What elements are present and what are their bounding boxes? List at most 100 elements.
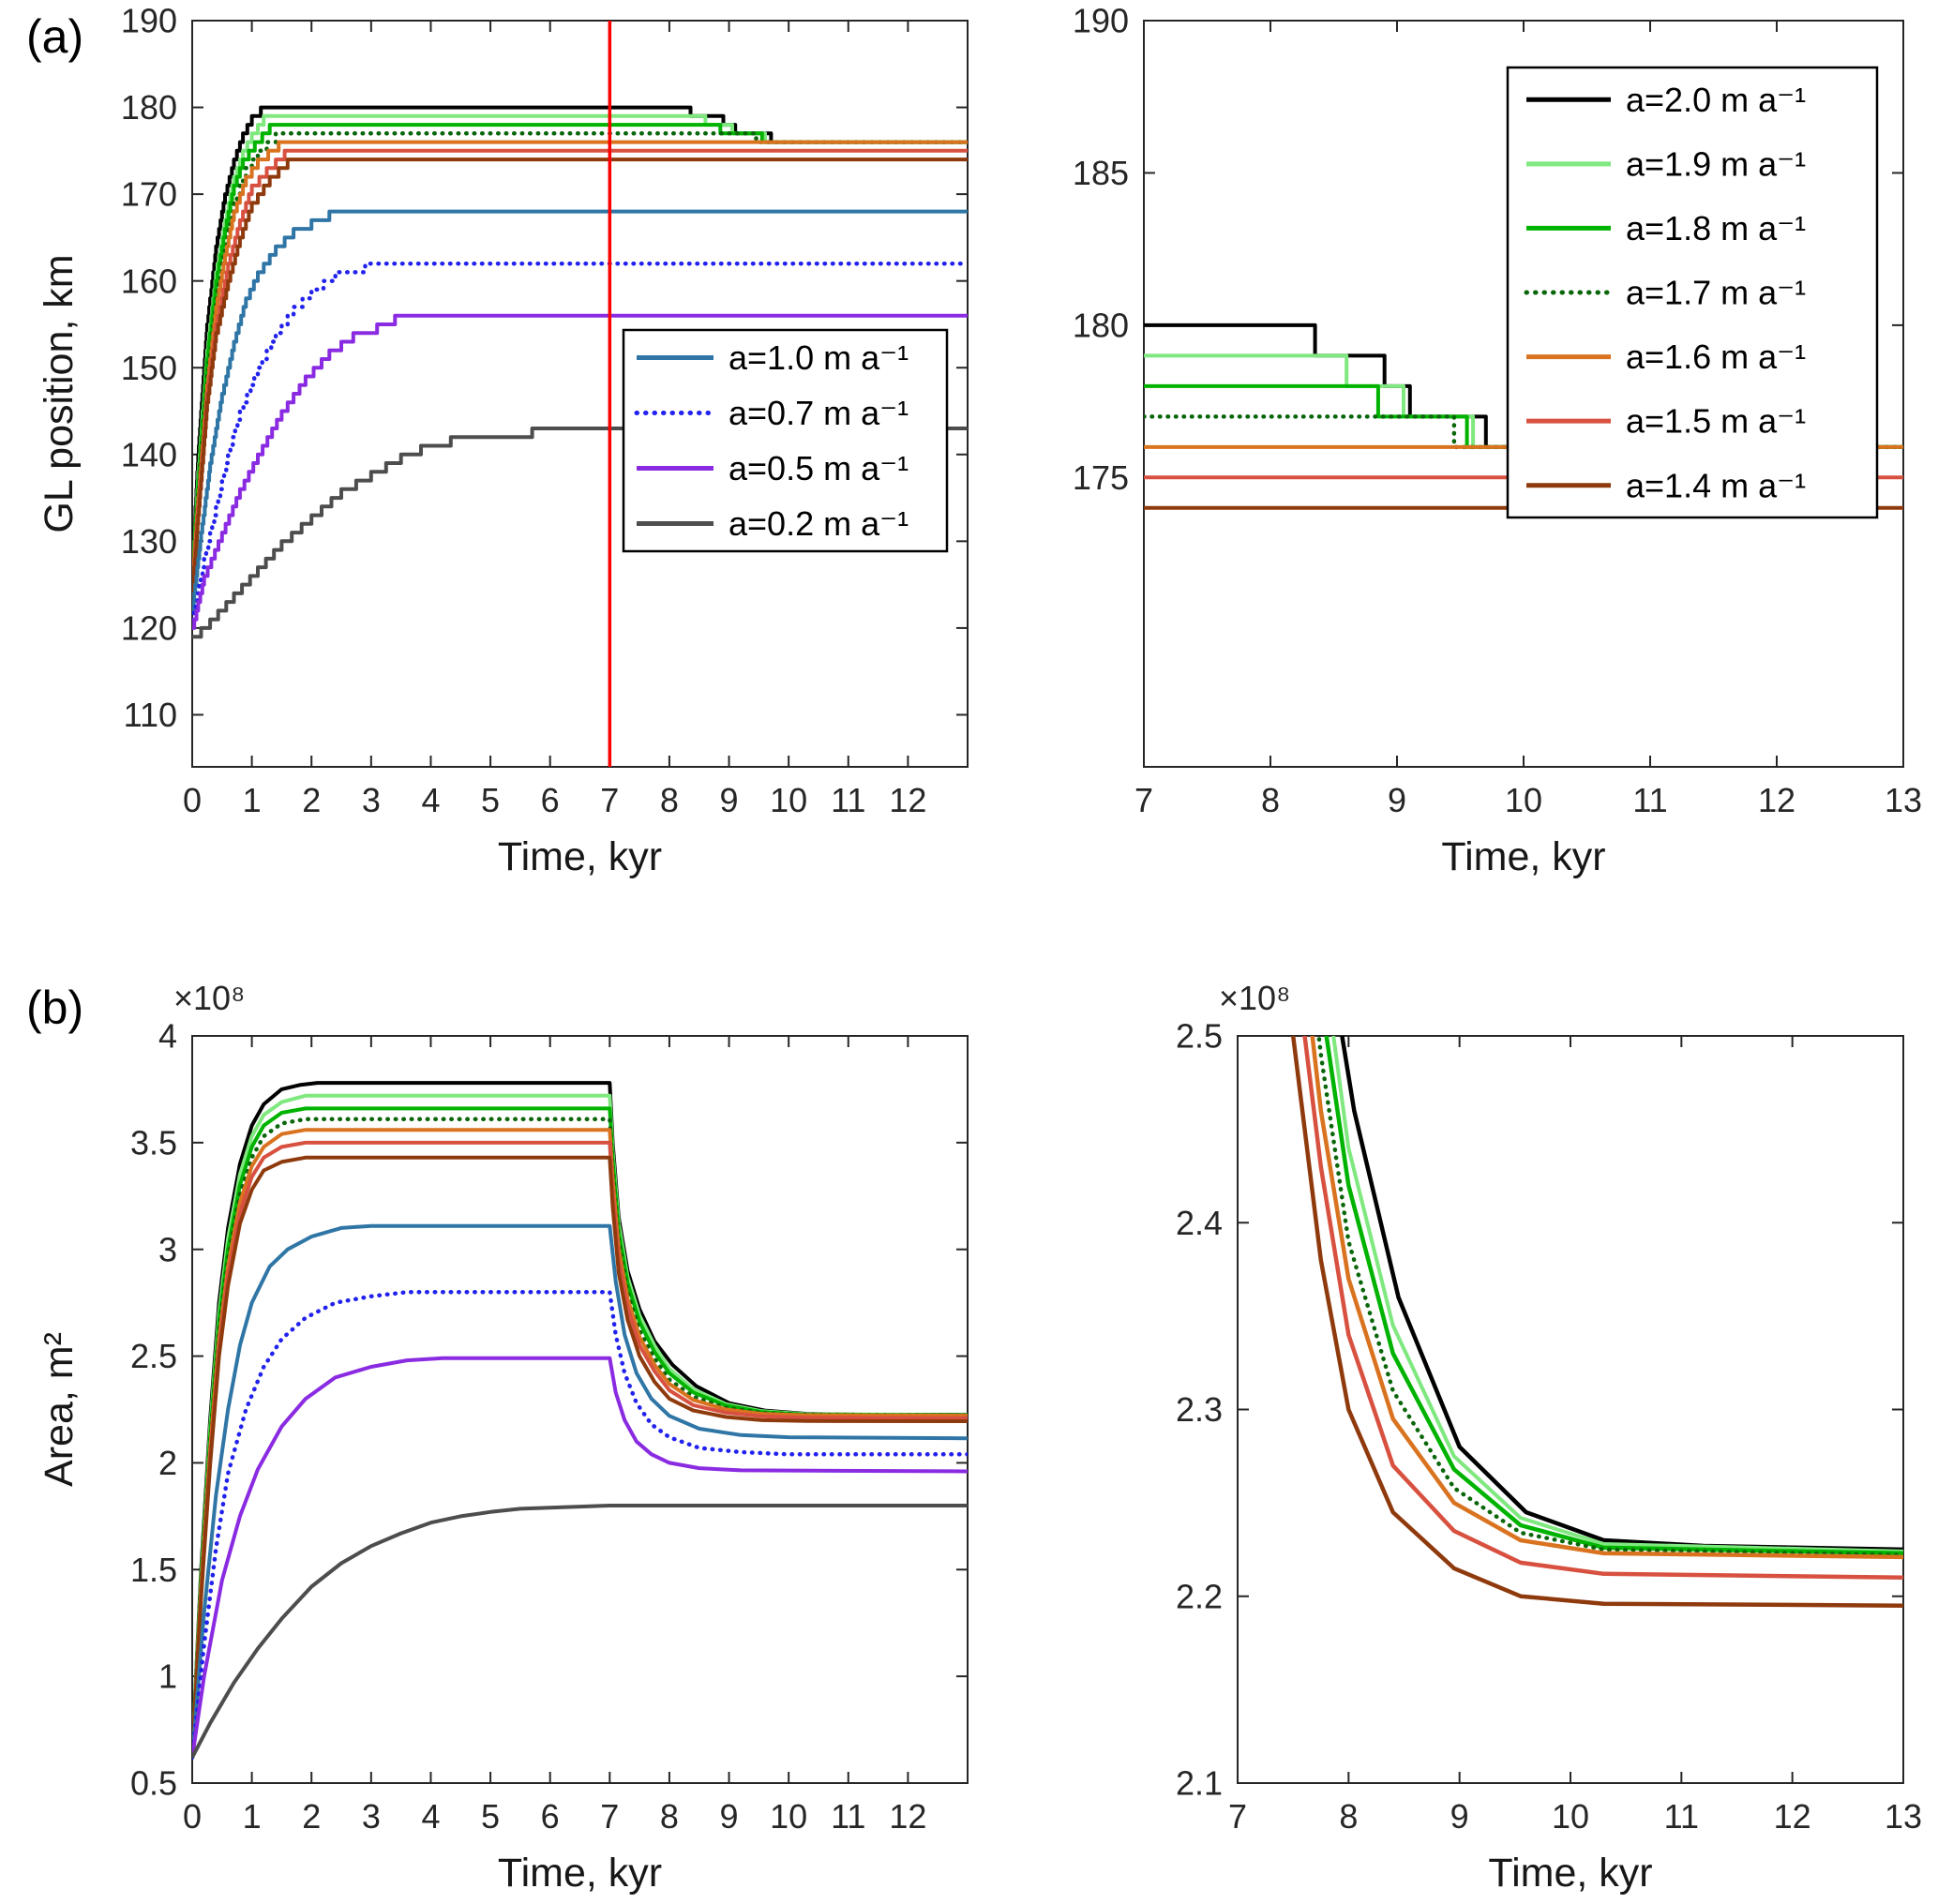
y-tick-label: 175 [1073,458,1129,497]
legend-label: a=1.7 m a⁻¹ [1626,274,1806,312]
x-tick-label: 0 [183,1797,202,1836]
series-line-a=0.5 [192,313,968,630]
x-tick-label: 5 [481,781,500,819]
x-tick-label: 10 [770,781,807,819]
y-tick-label: 185 [1073,154,1129,192]
x-tick-label: 7 [1134,781,1153,819]
x-tick-label: 0 [183,781,202,819]
y-axis-label: GL position, km [37,254,82,532]
series-line-a=1.4 [192,1155,968,1758]
y-tick-label: 2 [158,1444,177,1482]
x-tick-label: 2 [302,781,321,819]
y-tick-label: 170 [121,175,177,214]
y-tick-label: 150 [121,349,177,387]
x-tick-label: 10 [770,1797,807,1836]
series-group [192,1081,968,1760]
y-tick-label: 2.5 [130,1337,177,1375]
chart-area-zoom: 7 8 9 10 11 12 13 2.1 2.2 2.3 2.4 2.5 Time, kyr ×10⁸ [1176,979,1922,1896]
series-line-a=1.0 [192,209,968,613]
y-tick-label: 4 [158,1017,177,1056]
y-tick-label: 1.5 [130,1551,177,1589]
y-tick-label: 180 [121,88,177,127]
x-tick-label: 12 [889,1797,926,1836]
x-tick-label: 9 [720,781,739,819]
y-tick-label: 190 [121,2,177,40]
chart-gl-position-zoom: 7 8 9 10 11 12 13 175 180 185 190 Time, kyr a=2.0 m … [1073,2,1922,879]
x-tick-label: 2 [302,1797,321,1836]
x-tick-label: 7 [1228,1797,1247,1836]
x-tick-label: 12 [1774,1797,1811,1836]
series-line-a=1.6 [1310,1036,1903,1560]
x-tick-label: 5 [481,1797,500,1836]
x-tick-label: 1 [243,1797,262,1836]
x-tick-label: 7 [600,1797,619,1836]
y-tick-label: 130 [121,522,177,561]
x-tick-label: 6 [541,1797,560,1836]
series-line-a=1.4 [1290,1036,1903,1608]
series-line-a=1.6 [192,1128,968,1758]
y-tick-label: 140 [121,435,177,473]
series-line-a=0.2 [192,427,968,639]
x-axis-label: Time, kyr [1441,834,1605,879]
x-tick-label: 10 [1505,781,1542,819]
x-tick-label: 7 [600,781,619,819]
axis-exponent-label: ×10⁸ [173,979,245,1017]
legend-label: a=1.0 m a⁻¹ [729,338,909,377]
legend-label: a=1.9 m a⁻¹ [1626,144,1806,183]
axis-exponent-label: ×10⁸ [1219,979,1290,1017]
x-tick-label: 11 [831,1797,865,1836]
legend-box [622,328,949,553]
series-group [192,105,968,639]
y-tick-label: 190 [1073,2,1129,40]
chart-gl-position-full: 0 1 2 3 4 5 6 7 8 9 10 11 12110120130140150160170180… [37,2,969,879]
y-tick-label: 160 [121,262,177,300]
x-tick-label: 3 [362,781,381,819]
x-tick-label: 8 [660,1797,679,1836]
legend-label: a=1.4 m a⁻¹ [1626,466,1806,504]
legend: a=1.0 m a⁻¹ a=0.7 m a⁻¹ a=0.5 m a⁻¹ a=0.2 m… [622,328,949,553]
x-tick-label: 6 [541,781,560,819]
y-tick-label: 1 [158,1657,177,1696]
y-tick-label: 2.1 [1176,1764,1223,1803]
y-axis-label: Area, m² [37,1332,82,1487]
series-line-a=1.4 [192,157,968,595]
x-tick-label: 4 [421,781,440,819]
panel-a-label: (a) [26,10,84,63]
x-tick-label: 1 [243,781,262,819]
x-tick-label: 3 [362,1797,381,1836]
series-group [1290,1036,1903,1608]
axes-frame [1237,1035,1904,1784]
y-tick-label: 3.5 [130,1123,177,1162]
axes-frame [191,20,969,768]
series-line-a=1.7 [1316,1036,1903,1558]
x-tick-label: 9 [1388,781,1406,819]
series-line-a=1.9 [1331,1036,1903,1553]
y-tick-label: 120 [121,609,177,648]
x-tick-label: 8 [660,781,679,819]
axes-frame [191,1035,969,1784]
y-tick-label: 180 [1073,306,1129,344]
series-line-a=2.0 [1340,1036,1903,1552]
y-tick-label: 3 [158,1230,177,1268]
y-tick-label: 2.4 [1176,1204,1223,1242]
legend-label: a=1.6 m a⁻¹ [1626,337,1806,376]
x-tick-label: 8 [1261,781,1280,819]
x-tick-label: 9 [720,1797,739,1836]
x-axis-label: Time, kyr [498,834,662,879]
series-line-a=0.7 [192,1290,968,1760]
legend-label: a=1.8 m a⁻¹ [1626,209,1806,247]
legend: a=2.0 m a⁻¹ a=1.9 m a⁻¹ a=1.8 m a⁻¹ a=1.7 m… [1506,66,1879,519]
y-tick-label: 2.2 [1176,1577,1223,1615]
legend-label: a=2.0 m a⁻¹ [1626,81,1806,119]
x-tick-label: 11 [1664,1797,1699,1836]
x-tick-label: 10 [1552,1797,1589,1836]
x-tick-label: 9 [1450,1797,1469,1836]
series-line-a=0.7 [192,261,968,622]
series-line-a=1.8 [1324,1036,1903,1556]
x-tick-label: 4 [421,1797,440,1836]
x-tick-label: 12 [889,781,926,819]
x-tick-label: 13 [1885,781,1922,819]
